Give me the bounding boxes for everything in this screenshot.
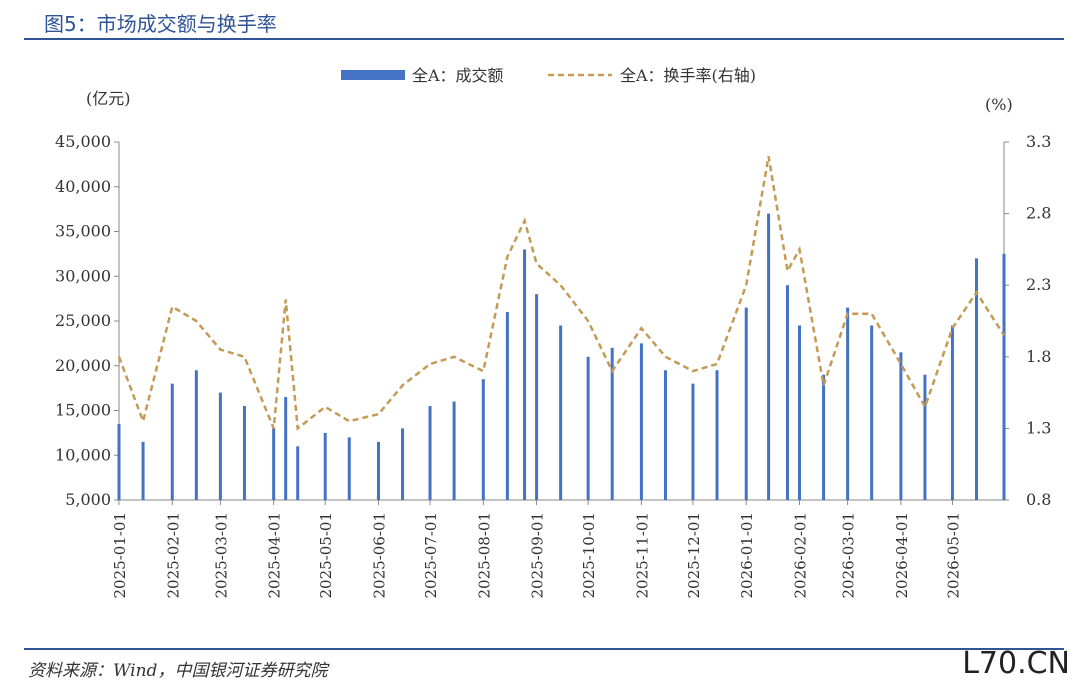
bar — [218, 392, 222, 500]
bar — [663, 370, 667, 500]
bar — [535, 294, 539, 500]
x-tick-label: 2026-01-01 — [738, 512, 756, 598]
bar — [899, 352, 903, 500]
legend-swatch-bar — [341, 70, 405, 80]
y-left-tick-label: 25,000 — [55, 311, 111, 330]
bar — [610, 347, 614, 500]
x-tick-label: 2025-02-01 — [164, 512, 182, 598]
bar — [691, 383, 695, 500]
bar — [559, 325, 563, 500]
legend: 全A：成交额 全A：换手率(右轴) — [341, 66, 756, 85]
y-left-tick-label: 20,000 — [55, 356, 111, 375]
bar — [272, 428, 276, 500]
y-right-tick-label: 1.3 — [1026, 418, 1051, 437]
y-right-unit: (%) — [985, 95, 1013, 114]
bar — [401, 428, 405, 500]
y-left-tick-label: 15,000 — [55, 401, 111, 420]
bar — [284, 397, 288, 500]
bar — [523, 249, 527, 500]
x-tick-label: 2026-02-01 — [792, 512, 810, 598]
watermark: L70.CN — [962, 646, 1070, 681]
bar — [194, 370, 198, 500]
x-tick-label: 2026-04-01 — [893, 512, 911, 598]
bar — [1002, 253, 1006, 500]
bar — [141, 441, 145, 500]
y-left-tick-label: 45,000 — [55, 132, 111, 151]
y-right-tick-label: 1.8 — [1026, 347, 1051, 366]
bar — [452, 401, 456, 500]
chart-title: 图5：市场成交额与换手率 — [44, 12, 277, 36]
bar-series — [117, 213, 1006, 500]
bar — [323, 432, 327, 500]
bar — [242, 406, 246, 500]
y-right-tick-label: 2.3 — [1026, 275, 1051, 294]
bar — [870, 325, 874, 500]
x-tick-label: 2026-03-01 — [840, 512, 858, 598]
y-right-tick-label: 2.8 — [1026, 204, 1051, 223]
bar — [428, 406, 432, 500]
bar — [296, 446, 300, 500]
x-tick-label: 2025-09-01 — [529, 512, 547, 598]
bar — [785, 285, 789, 500]
x-tick-label: 2025-11-01 — [633, 512, 651, 598]
bar — [822, 374, 826, 500]
x-tick-label: 2025-01-01 — [111, 512, 129, 598]
source-note: 资料来源：Wind，中国银河证券研究院 — [28, 661, 328, 681]
x-tick-label: 2025-04-01 — [266, 512, 284, 598]
x-tick-label: 2025-07-01 — [422, 512, 440, 598]
y-right-tick-label: 0.8 — [1026, 490, 1051, 509]
line-series — [117, 156, 1006, 431]
x-tick-label: 2025-05-01 — [317, 512, 335, 598]
bar — [639, 343, 643, 500]
bar — [767, 213, 771, 500]
bar — [798, 325, 802, 500]
bar — [117, 423, 121, 500]
y-left-tick-label: 35,000 — [55, 222, 111, 241]
y-left-tick-label: 40,000 — [55, 177, 111, 196]
legend-label-turnover-value: 全A：成交额 — [412, 66, 504, 85]
bar — [170, 383, 174, 500]
title-underline — [24, 38, 1064, 40]
bar — [505, 312, 509, 500]
bar — [975, 258, 979, 500]
x-tick-label: 2025-08-01 — [475, 512, 493, 598]
y-left-unit: (亿元) — [86, 89, 131, 108]
legend-label-turnover-rate: 全A：换手率(右轴) — [620, 66, 756, 85]
x-tick-label: 2026-05-01 — [944, 512, 962, 598]
bar — [715, 370, 719, 500]
bar — [744, 307, 748, 500]
x-tick-label: 2025-03-01 — [212, 512, 230, 598]
tick-labels: 5,000 10,000 15,000 20,000 25,000 30,000 35,00… — [55, 132, 1051, 598]
y-right-tick-label: 3.3 — [1026, 132, 1051, 151]
bar — [376, 441, 380, 500]
footer-rule — [24, 648, 1064, 650]
turnover-rate-line — [117, 156, 1006, 431]
y-left-tick-label: 5,000 — [65, 490, 111, 509]
x-tick-label: 2025-06-01 — [370, 512, 388, 598]
bar — [481, 379, 485, 500]
y-left-tick-label: 10,000 — [55, 445, 111, 464]
bar — [347, 437, 351, 500]
bar — [846, 307, 850, 500]
x-tick-label: 2025-12-01 — [685, 512, 703, 598]
bar — [923, 374, 927, 500]
x-tick-label: 2025-10-01 — [580, 512, 598, 598]
bar — [586, 356, 590, 500]
bar — [950, 325, 954, 500]
y-left-tick-label: 30,000 — [55, 266, 111, 285]
